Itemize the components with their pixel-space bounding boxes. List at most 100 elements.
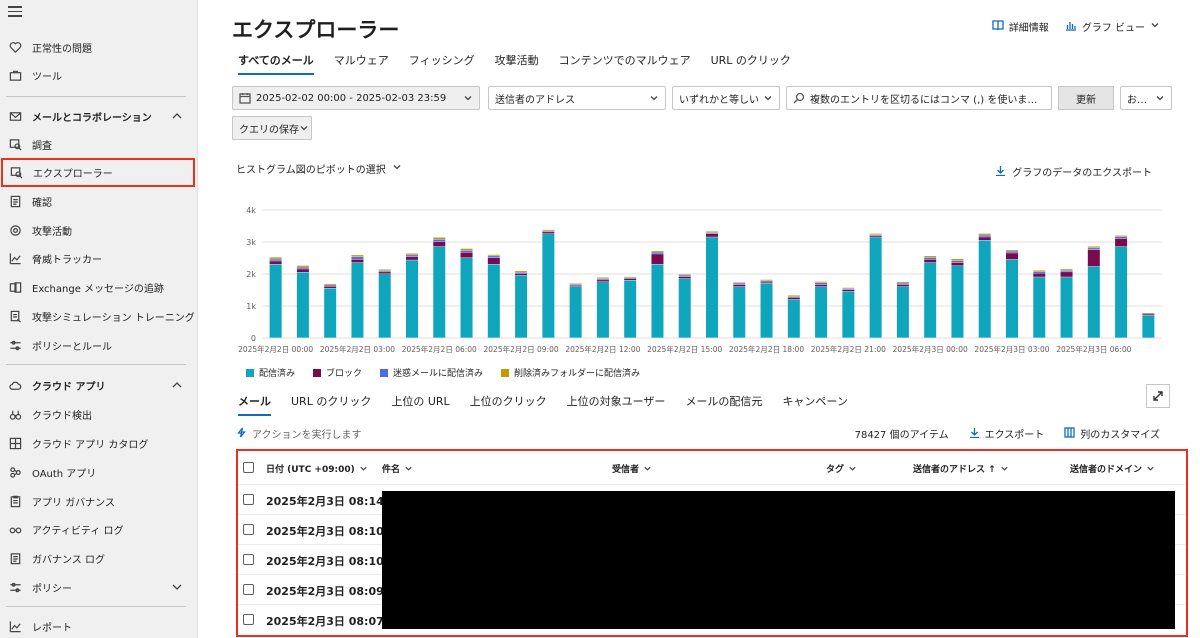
subtab-email[interactable]: メール bbox=[238, 393, 271, 416]
histogram-pivot-select[interactable]: ヒストグラム図のピボットの選択 bbox=[236, 161, 402, 176]
row-checkbox[interactable] bbox=[243, 494, 254, 505]
legend-item-delivered[interactable]: 配信済み bbox=[246, 366, 295, 379]
chevron-down-icon bbox=[1150, 20, 1160, 33]
chevron-down-icon bbox=[849, 466, 856, 471]
sidebar-item-threat-tracker[interactable]: 脅威トラッカー bbox=[0, 244, 197, 272]
bar-segment bbox=[1006, 253, 1018, 260]
chevron-down-icon[interactable] bbox=[171, 581, 183, 593]
subtab-url-clicks[interactable]: URL のクリック bbox=[291, 395, 372, 408]
sidebar-item-campaigns[interactable]: 攻撃活動 bbox=[0, 216, 197, 244]
chevron-up-icon[interactable] bbox=[171, 110, 183, 122]
take-action-button[interactable]: アクションを実行します bbox=[236, 426, 362, 441]
chevron-up-icon[interactable] bbox=[171, 379, 183, 391]
more-options-select[interactable]: お… bbox=[1120, 86, 1172, 110]
column-header-recipients[interactable]: 受信者 bbox=[612, 462, 652, 475]
more-options-value: お… bbox=[1127, 94, 1147, 106]
column-header-tags[interactable]: タグ bbox=[826, 462, 857, 475]
tab-campaigns[interactable]: 攻撃活動 bbox=[494, 54, 539, 67]
legend-item-junk[interactable]: 迷惑メールに配信済み bbox=[380, 366, 483, 379]
column-header-date[interactable]: 日付 (UTC +09:00) bbox=[266, 462, 368, 475]
sidebar-item-explorer[interactable]: エクスプローラー bbox=[1, 158, 195, 187]
export-graph-data-button[interactable]: グラフのデータのエクスポート bbox=[995, 164, 1152, 179]
sidebar-item-reports[interactable]: レポート bbox=[0, 612, 197, 638]
bar-segment bbox=[1142, 313, 1155, 314]
chevron-down-icon bbox=[299, 123, 309, 133]
investigation-icon bbox=[8, 137, 22, 151]
expand-button[interactable] bbox=[1146, 384, 1170, 408]
bar-segment bbox=[487, 256, 500, 258]
row-checkbox[interactable] bbox=[243, 614, 254, 625]
table-row[interactable]: 2025年2月3日 08:07 bbox=[238, 605, 1185, 635]
save-query-button[interactable]: クエリの保存 bbox=[232, 116, 312, 140]
sidebar-item-cloud-app-catalog[interactable]: クラウド アプリ カタログ bbox=[0, 429, 197, 457]
sidebar-item-health[interactable]: 正常性の問題 bbox=[0, 33, 197, 61]
tab-url-clicks[interactable]: URL のクリック bbox=[710, 54, 791, 67]
sidebar-item-app-governance[interactable]: アプリ ガバナンス bbox=[0, 487, 197, 515]
subtab-email-origin[interactable]: メールの配信元 bbox=[685, 395, 763, 408]
tab-all-email[interactable]: すべてのメール bbox=[238, 52, 314, 75]
row-checkbox[interactable] bbox=[243, 584, 254, 595]
y-tick-label: 2k bbox=[246, 270, 256, 279]
sidebar-item-review[interactable]: 確認 bbox=[0, 187, 197, 215]
customize-columns-button[interactable]: 列のカスタマイズ bbox=[1064, 426, 1160, 441]
legend-swatch bbox=[380, 368, 389, 377]
tab-malware[interactable]: マルウェア bbox=[333, 54, 389, 67]
sidebar-item-exchange-trace[interactable]: Exchange メッセージの追跡 bbox=[0, 273, 197, 301]
export-button[interactable]: エクスポート bbox=[969, 426, 1044, 441]
sidebar-section-cloud-apps[interactable]: クラウド アプリ bbox=[0, 371, 197, 399]
date-range-picker[interactable]: 2025-02-02 00:00 - 2025-02-03 23:59 bbox=[232, 86, 480, 110]
details-button[interactable]: 詳細情報 bbox=[992, 19, 1049, 34]
subtab-top-clicks[interactable]: 上位のクリック bbox=[469, 395, 547, 408]
sidebar-section-label: メールとコラボレーション bbox=[32, 112, 152, 124]
refresh-button[interactable]: 更新 bbox=[1058, 86, 1114, 110]
subtab-top-targeted-users[interactable]: 上位の対象ユーザー bbox=[566, 395, 666, 408]
bar-segment bbox=[378, 269, 391, 271]
bar-segment bbox=[978, 233, 991, 235]
bar-segment bbox=[869, 237, 882, 338]
search-placeholder: 複数のエントリを区切るにはコンマ (,) を使います。結… bbox=[810, 94, 1045, 106]
sidebar-item-oauth-apps[interactable]: OAuth アプリ bbox=[0, 458, 197, 486]
tab-phishing[interactable]: フィッシング bbox=[408, 54, 475, 67]
bar-segment bbox=[515, 271, 528, 272]
filter-operator-select[interactable]: いずれかと等しい bbox=[672, 86, 780, 110]
sidebar-item-activity-log[interactable]: アクティビティ ログ bbox=[0, 515, 197, 543]
sidebar-item-policies[interactable]: ポリシー bbox=[0, 573, 197, 601]
subtab-campaigns[interactable]: キャンペーン bbox=[782, 395, 848, 408]
sidebar-item-tools[interactable]: ツール bbox=[0, 61, 197, 89]
y-tick-label: 4k bbox=[246, 206, 256, 215]
bar-segment bbox=[678, 278, 691, 338]
legend-item-deleted[interactable]: 削除済みフォルダーに配信済み bbox=[501, 366, 640, 379]
filter-field-select[interactable]: 送信者のアドレス bbox=[488, 86, 666, 110]
sidebar-item-label: ツール bbox=[32, 71, 62, 83]
sidebar-item-investigation[interactable]: 調査 bbox=[0, 130, 197, 158]
subtab-top-urls[interactable]: 上位の URL bbox=[391, 395, 450, 408]
x-tick-label: 2025年2月2日 03:00 bbox=[320, 344, 395, 354]
column-header-sender-address[interactable]: 送信者のアドレス ↑ bbox=[913, 462, 1009, 475]
search-input[interactable]: 複数のエントリを区切るにはコンマ (,) を使います。結… bbox=[786, 86, 1052, 110]
column-header-sender-domain[interactable]: 送信者のドメイン bbox=[1070, 462, 1155, 475]
divider bbox=[6, 606, 186, 607]
bar-segment bbox=[842, 290, 855, 292]
row-checkbox[interactable] bbox=[243, 554, 254, 565]
column-header-subject[interactable]: 件名 bbox=[382, 462, 413, 475]
bar-segment bbox=[624, 276, 637, 278]
tab-content-malware[interactable]: コンテンツでのマルウェア bbox=[558, 54, 691, 67]
bar-segment bbox=[869, 234, 882, 236]
bar-segment bbox=[1060, 270, 1073, 272]
table-header: 日付 (UTC +09:00) 件名 受信者 タグ 送信者のアドレス ↑ 送信者… bbox=[238, 451, 1185, 485]
sidebar-item-attack-simulation[interactable]: 攻撃シミュレーション トレーニング bbox=[0, 302, 197, 330]
sidebar-item-cloud-discovery[interactable]: クラウド検出 bbox=[0, 400, 197, 428]
graph-view-button[interactable]: グラフ ビュー bbox=[1065, 19, 1160, 34]
bar-segment bbox=[515, 273, 528, 276]
select-all-checkbox[interactable] bbox=[243, 462, 254, 473]
bar-segment bbox=[596, 278, 609, 280]
hamburger-menu-icon[interactable] bbox=[8, 6, 22, 18]
sidebar-section-email[interactable]: メールとコラボレーション bbox=[0, 102, 197, 130]
sidebar-item-policies-rules[interactable]: ポリシーとルール bbox=[0, 331, 197, 359]
row-checkbox[interactable] bbox=[243, 524, 254, 535]
legend-item-blocked[interactable]: ブロック bbox=[313, 366, 362, 379]
bar-segment bbox=[596, 280, 609, 282]
page-title: エクスプローラー bbox=[232, 18, 400, 42]
y-tick-label: 3k bbox=[246, 238, 256, 247]
sidebar-item-governance-log[interactable]: ガバナンス ログ bbox=[0, 544, 197, 572]
